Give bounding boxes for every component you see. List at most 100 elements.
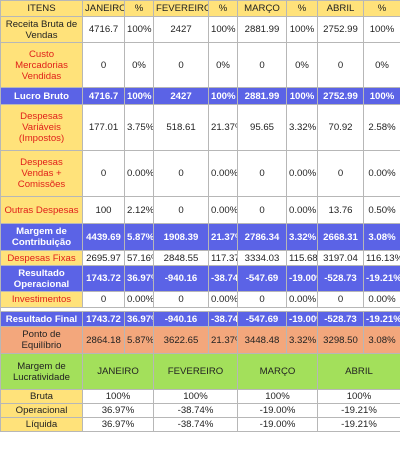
value-cell[interactable]: 2752.99	[317, 16, 364, 43]
margin-row-label[interactable]: Operacional	[0, 403, 83, 418]
margin-row-label[interactable]: Bruta	[0, 389, 83, 404]
value-cell[interactable]: 21.37%	[208, 326, 238, 354]
value-cell[interactable]: -547.69	[237, 311, 287, 327]
value-cell[interactable]: 0%	[208, 42, 238, 88]
value-cell[interactable]: -19.21%	[363, 265, 400, 292]
value-cell[interactable]: 0.00%	[208, 150, 238, 197]
row-label[interactable]: Receita Bruta de Vendas	[0, 16, 83, 43]
value-cell[interactable]: 4716.7	[82, 87, 125, 105]
value-cell[interactable]: 2427	[153, 87, 209, 105]
value-cell[interactable]: 100%	[208, 16, 238, 43]
value-cell[interactable]: 3.32%	[286, 104, 318, 151]
header-cell[interactable]: %	[208, 0, 238, 17]
value-cell[interactable]: -528.73	[317, 311, 364, 327]
value-cell[interactable]: 0	[317, 42, 364, 88]
value-cell[interactable]: 100%	[363, 16, 400, 43]
value-cell[interactable]: 100%	[363, 87, 400, 105]
value-cell[interactable]: 2881.99	[237, 87, 287, 105]
row-label[interactable]: Despesas Variáveis (Impostos)	[0, 104, 83, 151]
value-cell[interactable]: 5.87%	[124, 326, 154, 354]
value-cell[interactable]: 2.12%	[124, 196, 154, 224]
value-cell[interactable]: 2752.99	[317, 87, 364, 105]
value-cell[interactable]: 13.76	[317, 196, 364, 224]
row-label[interactable]: Despesas Vendas + Comissões	[0, 150, 83, 197]
value-cell[interactable]: 2786.34	[237, 223, 287, 251]
row-label[interactable]: Outras Despesas	[0, 196, 83, 224]
value-cell[interactable]: 100%	[286, 87, 318, 105]
value-cell[interactable]: 0	[153, 42, 209, 88]
margin-value[interactable]: -19.21%	[317, 403, 400, 418]
margin-header-label[interactable]: Margem de Lucratividade	[0, 353, 83, 390]
value-cell[interactable]: 100%	[208, 87, 238, 105]
margin-value[interactable]: 100%	[153, 389, 238, 404]
value-cell[interactable]: 1908.39	[153, 223, 209, 251]
header-cell[interactable]: MARÇO	[237, 0, 287, 17]
value-cell[interactable]: 116.13%	[363, 250, 400, 266]
value-cell[interactable]: -38.74%	[208, 265, 238, 292]
value-cell[interactable]: 0.50%	[363, 196, 400, 224]
value-cell[interactable]: 4439.69	[82, 223, 125, 251]
header-cell[interactable]: JANEIRO	[82, 0, 125, 17]
margin-month[interactable]: JANEIRO	[82, 353, 154, 390]
value-cell[interactable]: -19.00%	[286, 265, 318, 292]
value-cell[interactable]: 0.00%	[124, 291, 154, 308]
value-cell[interactable]: 95.65	[237, 104, 287, 151]
value-cell[interactable]: 0%	[363, 42, 400, 88]
row-label[interactable]: Resultado Final	[0, 311, 83, 327]
row-label[interactable]: Ponto de Equilíbrio	[0, 326, 83, 354]
value-cell[interactable]: 0	[153, 291, 209, 308]
value-cell[interactable]: 0	[82, 291, 125, 308]
row-label[interactable]: Investimentos	[0, 291, 83, 308]
value-cell[interactable]: 3334.03	[237, 250, 287, 266]
row-label[interactable]: Margem de Contribuição	[0, 223, 83, 251]
row-label[interactable]: Resultado Operacional	[0, 265, 83, 292]
header-cell[interactable]: ABRIL	[317, 0, 364, 17]
value-cell[interactable]: 0	[82, 150, 125, 197]
value-cell[interactable]: 2668.31	[317, 223, 364, 251]
value-cell[interactable]: 115.68%	[286, 250, 318, 266]
margin-value[interactable]: -19.00%	[237, 417, 318, 432]
value-cell[interactable]: 3448.48	[237, 326, 287, 354]
value-cell[interactable]: 3.32%	[286, 326, 318, 354]
row-label[interactable]: Lucro Bruto	[0, 87, 83, 105]
value-cell[interactable]: 0%	[286, 42, 318, 88]
header-cell[interactable]: %	[124, 0, 154, 17]
value-cell[interactable]: 0.00%	[286, 150, 318, 197]
value-cell[interactable]: -19.00%	[286, 311, 318, 327]
margin-value[interactable]: 36.97%	[82, 403, 154, 418]
value-cell[interactable]: 0	[317, 291, 364, 308]
margin-value[interactable]: -19.21%	[317, 417, 400, 432]
value-cell[interactable]: 2864.18	[82, 326, 125, 354]
value-cell[interactable]: 2427	[153, 16, 209, 43]
value-cell[interactable]: 100%	[286, 16, 318, 43]
value-cell[interactable]: 3.32%	[286, 223, 318, 251]
margin-value[interactable]: 100%	[317, 389, 400, 404]
margin-value[interactable]: -38.74%	[153, 417, 238, 432]
margin-month[interactable]: ABRIL	[317, 353, 400, 390]
value-cell[interactable]: -547.69	[237, 265, 287, 292]
value-cell[interactable]: 0.00%	[286, 196, 318, 224]
value-cell[interactable]: 0	[82, 42, 125, 88]
value-cell[interactable]: -940.16	[153, 311, 209, 327]
value-cell[interactable]: 5.87%	[124, 223, 154, 251]
value-cell[interactable]: 3298.50	[317, 326, 364, 354]
row-label[interactable]: Custo Mercadorias Vendidas	[0, 42, 83, 88]
value-cell[interactable]: 100%	[124, 16, 154, 43]
value-cell[interactable]: 3197.04	[317, 250, 364, 266]
value-cell[interactable]: 1743.72	[82, 311, 125, 327]
value-cell[interactable]: 0	[153, 150, 209, 197]
value-cell[interactable]: 518.61	[153, 104, 209, 151]
value-cell[interactable]: 100%	[124, 87, 154, 105]
value-cell[interactable]: 70.92	[317, 104, 364, 151]
value-cell[interactable]: 21.37%	[208, 223, 238, 251]
value-cell[interactable]: 36.97%	[124, 311, 154, 327]
margin-row-label[interactable]: Líquida	[0, 417, 83, 432]
value-cell[interactable]: 0.00%	[363, 150, 400, 197]
value-cell[interactable]: -19.21%	[363, 311, 400, 327]
value-cell[interactable]: 117.37%	[208, 250, 238, 266]
header-cell[interactable]: %	[363, 0, 400, 17]
margin-value[interactable]: -38.74%	[153, 403, 238, 418]
value-cell[interactable]: 0.00%	[208, 291, 238, 308]
value-cell[interactable]: 0.00%	[124, 150, 154, 197]
value-cell[interactable]: 2695.97	[82, 250, 125, 266]
